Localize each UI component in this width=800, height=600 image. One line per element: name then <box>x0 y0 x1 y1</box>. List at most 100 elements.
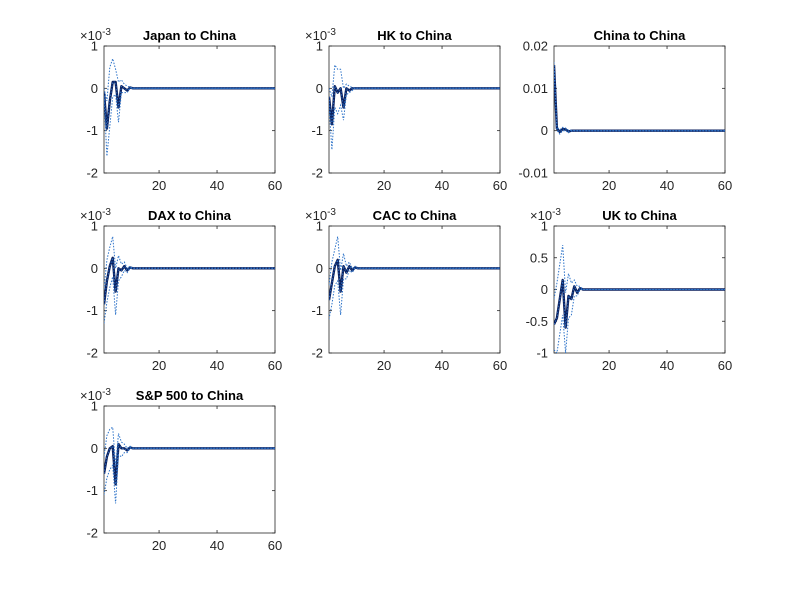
y-tick-label: 0 <box>541 123 548 138</box>
x-tick-label: 40 <box>210 358 224 373</box>
x-tick-label: 40 <box>210 538 224 553</box>
x-tick-label: 60 <box>718 358 732 373</box>
y-tick-label: -0.5 <box>526 314 548 329</box>
exponent-label: ×10-3 <box>530 207 561 223</box>
y-tick-label: 1 <box>91 219 98 234</box>
y-tick-label: -2 <box>311 166 323 181</box>
y-tick-label: 1 <box>541 219 548 234</box>
lower-band-line <box>104 267 275 324</box>
panel-title: S&P 500 to China <box>136 388 244 403</box>
y-tick-label: 0 <box>91 441 98 456</box>
x-tick-label: 20 <box>602 358 616 373</box>
y-tick-label: -2 <box>311 346 323 361</box>
y-tick-label: -1 <box>86 123 98 138</box>
panel-title: China to China <box>594 28 686 43</box>
x-tick-label: 60 <box>268 358 282 373</box>
plot-area <box>554 62 725 135</box>
response-line-overlay <box>554 64 725 133</box>
panel-title: UK to China <box>602 208 677 223</box>
axes-box <box>103 45 276 174</box>
response-line-overlay <box>554 279 725 328</box>
plot-area <box>104 236 275 324</box>
y-tick-label: -2 <box>86 166 98 181</box>
x-tick-label: 60 <box>268 178 282 193</box>
x-tick-label: 60 <box>718 178 732 193</box>
y-tick-label: -2 <box>86 346 98 361</box>
y-tick-label: -0.01 <box>518 166 548 181</box>
y-tick-label: -1 <box>86 483 98 498</box>
panel-title: CAC to China <box>373 208 458 223</box>
plot-area <box>329 63 500 150</box>
axes-box <box>103 405 276 534</box>
x-tick-label: 40 <box>210 178 224 193</box>
x-tick-label: 20 <box>152 178 166 193</box>
panel-title: DAX to China <box>148 208 232 223</box>
lower-band-line <box>554 289 725 353</box>
upper-band-line <box>104 426 275 466</box>
axes-box <box>103 225 276 354</box>
response-line-overlay <box>104 81 275 129</box>
plot-area <box>329 236 500 320</box>
y-tick-label: 1 <box>316 39 323 54</box>
y-tick-label: -1 <box>311 303 323 318</box>
axes-box <box>328 225 501 354</box>
x-tick-label: 40 <box>435 358 449 373</box>
y-tick-label: -1 <box>86 303 98 318</box>
y-tick-label: -2 <box>86 526 98 541</box>
x-tick-label: 40 <box>660 178 674 193</box>
panel-1: -2 -1 0 1 20 40 60 Japan to China ×10-3 <box>80 27 282 193</box>
plot-area <box>554 245 725 353</box>
upper-band-line <box>329 63 500 97</box>
y-tick-label: 0.5 <box>530 250 548 265</box>
axes-box <box>553 45 726 174</box>
panel-4: -2 -1 0 1 20 40 60 DAX to China ×10-3 <box>80 207 282 373</box>
response-line <box>329 84 500 126</box>
x-tick-label: 20 <box>152 358 166 373</box>
x-tick-label: 20 <box>152 538 166 553</box>
y-tick-label: 0.01 <box>523 81 548 96</box>
y-tick-label: 1 <box>91 399 98 414</box>
response-line-overlay <box>104 257 275 305</box>
panel-6: -1 -0.5 0 0.5 1 20 40 60 UK to China ×10-3 <box>526 207 733 373</box>
response-line <box>104 442 275 486</box>
upper-band-line <box>554 62 725 132</box>
plot-area <box>104 426 275 504</box>
y-tick-label: -1 <box>536 346 548 361</box>
y-tick-label: 0 <box>91 81 98 96</box>
panel-7: -2 -1 0 1 20 40 60 S&P 500 to China ×10-3 <box>80 387 282 553</box>
upper-band-line <box>104 56 275 102</box>
y-tick-label: 1 <box>91 39 98 54</box>
y-tick-label: 0 <box>316 81 323 96</box>
upper-band-line <box>329 236 500 286</box>
lower-band-line <box>104 447 275 504</box>
panel-5: -2 -1 0 1 20 40 60 CAC to China ×10-3 <box>305 207 507 373</box>
y-tick-label: -1 <box>311 123 323 138</box>
x-tick-label: 40 <box>435 178 449 193</box>
upper-band-line <box>104 236 275 290</box>
y-tick-label: 0 <box>91 261 98 276</box>
lower-band-line <box>329 267 500 320</box>
lower-band-line <box>329 87 500 150</box>
exponent-label: ×10-3 <box>80 387 111 403</box>
x-tick-label: 20 <box>377 178 391 193</box>
y-tick-label: 0 <box>541 282 548 297</box>
response-line <box>554 278 725 329</box>
response-line-overlay <box>104 442 275 485</box>
exponent-label: ×10-3 <box>305 207 336 223</box>
x-tick-label: 20 <box>602 178 616 193</box>
x-tick-label: 60 <box>493 358 507 373</box>
x-tick-label: 40 <box>660 358 674 373</box>
plot-area <box>104 56 275 157</box>
lower-band-line <box>554 67 725 135</box>
response-line-overlay <box>329 86 500 125</box>
y-tick-label: 0 <box>316 261 323 276</box>
x-tick-label: 60 <box>268 538 282 553</box>
y-tick-label: 1 <box>316 219 323 234</box>
y-tick-label: 0.02 <box>523 39 548 54</box>
response-line <box>104 256 275 305</box>
exponent-label: ×10-3 <box>80 207 111 223</box>
axes-box <box>328 45 501 174</box>
lower-band-line <box>104 87 275 157</box>
x-tick-label: 60 <box>493 178 507 193</box>
